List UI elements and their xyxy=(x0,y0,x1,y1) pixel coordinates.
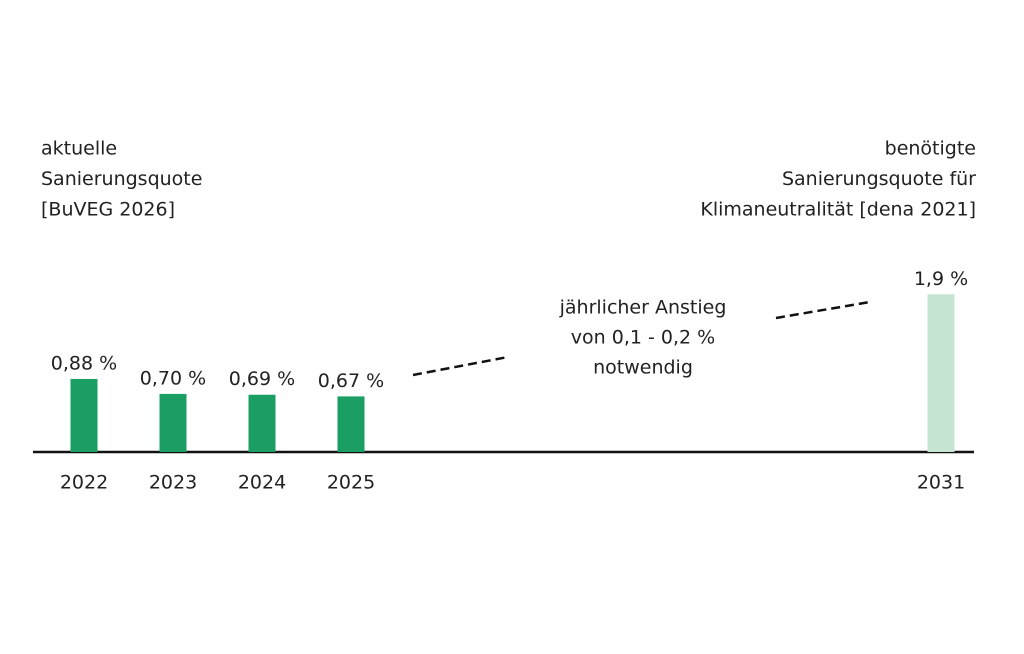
bar xyxy=(337,396,365,452)
bar xyxy=(70,378,98,452)
trend-dash xyxy=(775,300,871,320)
annotation: von 0,1 - 0,2 % xyxy=(571,327,715,349)
value-label: 0,69 % xyxy=(229,368,295,390)
annotation: Sanierungsquote für xyxy=(782,168,976,190)
value-label: 0,70 % xyxy=(140,367,206,389)
bar xyxy=(927,294,955,452)
x-tick-label: 2023 xyxy=(149,472,197,494)
value-label: 1,9 % xyxy=(914,268,968,290)
x-tick-label: 2022 xyxy=(60,472,108,494)
annotation: [BuVEG 2026] xyxy=(41,199,175,221)
bar xyxy=(248,394,276,452)
x-tick-label: 2031 xyxy=(917,472,965,494)
bar xyxy=(159,393,187,452)
value-label: 0,67 % xyxy=(318,370,384,392)
annotation: aktuelle xyxy=(41,138,117,160)
annotation: notwendig xyxy=(593,357,693,379)
annotation: Klimaneutralität [dena 2021] xyxy=(700,199,976,221)
annotation: benötigte xyxy=(885,138,976,160)
trend-dash xyxy=(412,355,509,377)
annotation: Sanierungsquote xyxy=(41,168,202,190)
annotation: jährlicher Anstieg xyxy=(559,297,727,319)
x-tick-label: 2024 xyxy=(238,472,286,494)
x-tick-label: 2025 xyxy=(327,472,375,494)
value-label: 0,88 % xyxy=(51,352,117,374)
